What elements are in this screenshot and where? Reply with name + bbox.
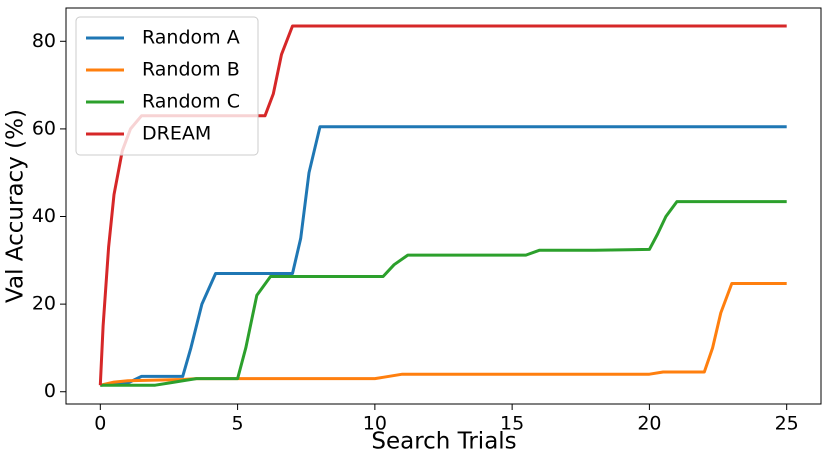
y-tick-label: 20 (32, 293, 56, 315)
line (99, 282, 787, 387)
legend-label: DREAM (142, 123, 211, 145)
x-tick-label: 5 (232, 413, 244, 435)
legend-box (75, 16, 259, 156)
legend: Random A Random B Random C DREAM (75, 16, 259, 156)
y-tick-label: 60 (32, 117, 56, 139)
y-tick-label: 80 (32, 30, 56, 52)
plot-frame (65, 7, 822, 405)
y-tick-label: 0 (44, 380, 56, 402)
x-tick-label: 25 (775, 413, 799, 435)
x-axis-label: Search Trials (371, 429, 516, 455)
legend-label: Random A (142, 27, 240, 49)
y-tick-label: 40 (32, 205, 56, 227)
line (100, 125, 787, 387)
x-tick-label: 0 (94, 413, 106, 435)
line (100, 200, 787, 387)
x-tick-label: 15 (500, 413, 524, 435)
legend-label: Random C (142, 91, 240, 113)
y-axis-label: Val Accuracy (%) (3, 109, 29, 303)
x-tick-label: 10 (363, 413, 387, 435)
legend-label: Random B (142, 59, 240, 81)
x-tick-label: 20 (637, 413, 661, 435)
